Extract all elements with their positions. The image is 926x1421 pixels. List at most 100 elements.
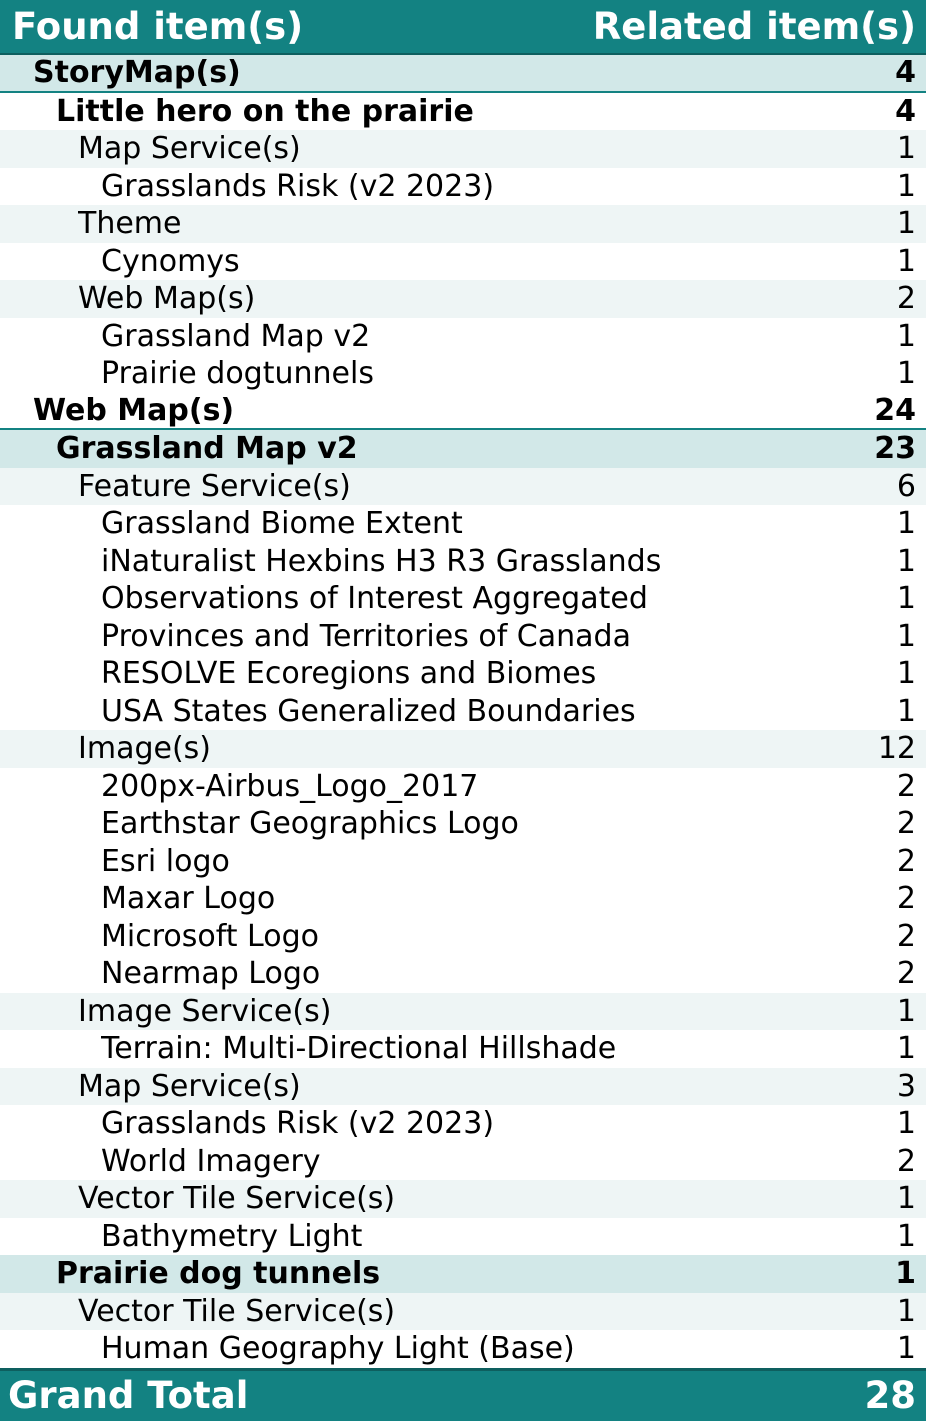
row-count: 2 — [896, 918, 916, 954]
row-count: 6 — [896, 468, 916, 504]
table-row: RESOLVE Ecoregions and Biomes 1 — [0, 655, 926, 693]
row-count: 3 — [896, 1068, 916, 1104]
row-count: 1 — [896, 618, 916, 654]
row-label: iNaturalist Hexbins H3 R3 Grasslands — [101, 543, 662, 579]
row-count: 2 — [896, 956, 916, 992]
table-row: 200px-Airbus_Logo_2017 2 — [0, 767, 926, 805]
row-label: 200px-Airbus_Logo_2017 — [101, 768, 479, 804]
row-label: Feature Service(s) — [78, 468, 351, 504]
row-count: 1 — [896, 1106, 916, 1142]
table-row: Grassland Biome Extent 1 — [0, 505, 926, 543]
row-count: 2 — [896, 806, 916, 842]
row-count: 2 — [896, 843, 916, 879]
row-label: Little hero on the prairie — [56, 93, 474, 129]
row-label: StoryMap(s) — [33, 55, 241, 91]
table-row: Image Service(s) 1 — [0, 992, 926, 1030]
row-count: 1 — [896, 131, 916, 167]
row-count: 1 — [896, 243, 916, 279]
row-count: 24 — [874, 392, 916, 428]
table-row: USA States Generalized Boundaries 1 — [0, 692, 926, 730]
table-row: iNaturalist Hexbins H3 R3 Grasslands 1 — [0, 542, 926, 580]
row-label: Provinces and Territories of Canada — [101, 618, 631, 654]
table-row: World Imagery 2 — [0, 1142, 926, 1180]
table-row: Observations of Interest Aggregated 1 — [0, 580, 926, 618]
row-label: Human Geography Light (Base) — [101, 1331, 575, 1367]
table-row: Image(s) 12 — [0, 730, 926, 768]
row-label: Grassland Map v2 — [101, 318, 371, 354]
row-count: 1 — [896, 506, 916, 542]
table-row: Bathymetry Light 1 — [0, 1217, 926, 1255]
row-label: Nearmap Logo — [101, 956, 321, 992]
row-count: 1 — [896, 206, 916, 242]
table-row: Human Geography Light (Base) 1 — [0, 1330, 926, 1368]
row-count: 1 — [896, 356, 916, 392]
table-row: Theme 1 — [0, 205, 926, 243]
table-row: StoryMap(s) 4 — [0, 55, 926, 93]
table-row: Grasslands Risk (v2 2023) 1 — [0, 167, 926, 205]
row-count: 2 — [896, 1143, 916, 1179]
related-items-header: Related item(s) — [592, 5, 916, 48]
table-row: Feature Service(s) 6 — [0, 467, 926, 505]
row-label: Web Map(s) — [33, 392, 235, 428]
table-row: Prairie dogtunnels 1 — [0, 355, 926, 393]
table-row: Provinces and Territories of Canada 1 — [0, 617, 926, 655]
row-count: 1 — [896, 168, 916, 204]
row-label: Grassland Biome Extent — [101, 506, 463, 542]
table-row: Map Service(s) 3 — [0, 1067, 926, 1105]
table-row: Nearmap Logo 2 — [0, 955, 926, 993]
row-label: Vector Tile Service(s) — [78, 1293, 396, 1329]
row-label: Maxar Logo — [101, 881, 276, 917]
table-header: Found item(s) Related item(s) — [0, 0, 926, 55]
row-count: 1 — [896, 581, 916, 617]
table-row: Web Map(s) 24 — [0, 392, 926, 430]
row-label: Cynomys — [101, 243, 240, 279]
table-row: Vector Tile Service(s) 1 — [0, 1292, 926, 1330]
row-count: 1 — [896, 1181, 916, 1217]
row-label: Map Service(s) — [78, 1068, 301, 1104]
table-row: Grassland Map v2 1 — [0, 317, 926, 355]
row-count: 2 — [896, 768, 916, 804]
row-label: USA States Generalized Boundaries — [101, 693, 636, 729]
row-count: 4 — [895, 93, 916, 129]
found-items-header: Found item(s) — [12, 5, 304, 48]
table-row: Little hero on the prairie 4 — [0, 92, 926, 130]
table-row: Grassland Map v2 23 — [0, 430, 926, 468]
row-label: Microsoft Logo — [101, 918, 319, 954]
grand-total-row: Grand Total 28 — [0, 1367, 926, 1421]
row-count: 4 — [895, 55, 916, 91]
grand-total-label: Grand Total — [8, 1374, 249, 1417]
row-label: Earthstar Geographics Logo — [101, 806, 519, 842]
table-row: Earthstar Geographics Logo 2 — [0, 805, 926, 843]
row-label: Image Service(s) — [78, 993, 332, 1029]
table-row: Cynomys 1 — [0, 242, 926, 280]
row-label: Prairie dog tunnels — [56, 1256, 381, 1292]
row-label: Theme — [78, 206, 182, 242]
row-count: 1 — [896, 656, 916, 692]
row-label: Prairie dogtunnels — [101, 356, 374, 392]
row-count: 2 — [896, 881, 916, 917]
row-count: 23 — [874, 431, 916, 467]
row-count: 1 — [896, 543, 916, 579]
row-label: Grasslands Risk (v2 2023) — [101, 1106, 495, 1142]
table-row: Map Service(s) 1 — [0, 130, 926, 168]
row-count: 2 — [896, 281, 916, 317]
grand-total-count: 28 — [864, 1374, 917, 1417]
row-label: Web Map(s) — [78, 281, 256, 317]
row-label: Bathymetry Light — [101, 1218, 363, 1254]
table-row: Maxar Logo 2 — [0, 880, 926, 918]
row-label: Grasslands Risk (v2 2023) — [101, 168, 495, 204]
table-row: Web Map(s) 2 — [0, 280, 926, 318]
row-count: 1 — [896, 318, 916, 354]
row-label: RESOLVE Ecoregions and Biomes — [101, 656, 597, 692]
row-count: 1 — [896, 1031, 916, 1067]
row-label: Grassland Map v2 — [56, 431, 358, 467]
row-count: 1 — [896, 1293, 916, 1329]
row-label: Esri logo — [101, 843, 230, 879]
table-row: Esri logo 2 — [0, 842, 926, 880]
table-row: Microsoft Logo 2 — [0, 917, 926, 955]
row-label: World Imagery — [101, 1143, 321, 1179]
table-row: Grasslands Risk (v2 2023) 1 — [0, 1105, 926, 1143]
row-count: 1 — [896, 1331, 916, 1367]
row-count: 1 — [895, 1256, 916, 1292]
